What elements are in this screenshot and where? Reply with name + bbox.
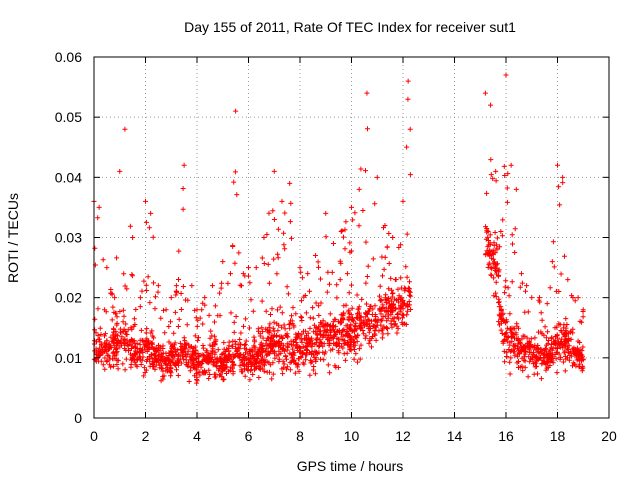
- peak-point: [488, 102, 494, 108]
- peak-point: [493, 168, 499, 174]
- chart-title: Day 155 of 2011, Rate Of TEC Index for r…: [184, 19, 516, 35]
- peak-point: [565, 277, 571, 283]
- y-tick-label: 0.03: [55, 230, 82, 246]
- peak-point: [168, 295, 174, 301]
- roti-series-points: [91, 96, 586, 386]
- y-tick-label: 0.06: [55, 49, 82, 65]
- peak-point: [374, 174, 380, 180]
- x-tick-label: 10: [344, 428, 360, 444]
- peak-point: [513, 186, 519, 192]
- peak-point: [524, 283, 530, 289]
- peak-point: [536, 295, 542, 301]
- peak-point: [544, 301, 550, 307]
- peak-point: [312, 253, 318, 259]
- peak-point: [181, 162, 187, 168]
- peak-point: [253, 265, 259, 271]
- peak-point: [364, 90, 370, 96]
- peak-point: [117, 168, 123, 174]
- peak-point: [137, 295, 143, 301]
- peak-point: [233, 108, 239, 114]
- peak-point: [112, 295, 118, 301]
- peak-point: [194, 307, 200, 313]
- peak-point: [202, 295, 208, 301]
- peak-point: [498, 228, 504, 234]
- peak-point: [173, 283, 179, 289]
- peak-point: [287, 180, 293, 186]
- peak-point: [305, 271, 311, 277]
- y-tick-label: 0.01: [55, 350, 82, 366]
- y-tick-label: 0.04: [55, 169, 82, 185]
- peak-point: [503, 72, 509, 78]
- y-tick-label: 0: [74, 410, 82, 426]
- peak-point: [209, 283, 215, 289]
- peak-point: [400, 198, 406, 204]
- x-tick-label: 20: [601, 428, 617, 444]
- x-tick-label: 18: [550, 428, 566, 444]
- peak-point: [148, 210, 154, 216]
- peak-point: [529, 295, 535, 301]
- peak-point: [246, 265, 251, 271]
- y-axis-label: ROTI / TECUs: [5, 193, 21, 283]
- peak-point: [356, 186, 362, 192]
- y-tick-label: 0.05: [55, 109, 82, 125]
- x-tick-label: 2: [142, 428, 150, 444]
- peak-point: [122, 126, 128, 132]
- peak-point: [261, 235, 267, 240]
- x-tick-label: 12: [395, 428, 411, 444]
- peak-point: [155, 283, 161, 289]
- peak-point: [555, 162, 560, 168]
- peak-point: [390, 235, 396, 240]
- x-tick-label: 4: [193, 428, 201, 444]
- peak-point: [482, 90, 488, 96]
- peak-point: [297, 265, 303, 271]
- peak-point: [560, 174, 566, 180]
- x-tick-label: 16: [498, 428, 514, 444]
- x-tick-label: 0: [90, 428, 98, 444]
- peak-point: [508, 162, 514, 168]
- peak-point: [405, 78, 411, 84]
- peak-point: [575, 295, 581, 301]
- peak-point: [96, 204, 102, 210]
- peak-point: [330, 241, 336, 247]
- x-tick-label: 6: [245, 428, 253, 444]
- peak-point: [130, 235, 136, 240]
- peak-point: [227, 271, 233, 277]
- peak-point: [338, 228, 344, 234]
- y-tick-label: 0.02: [55, 290, 82, 306]
- peak-point: [549, 259, 555, 265]
- peak-point: [323, 210, 329, 216]
- peak-point: [518, 271, 524, 277]
- peak-point: [220, 259, 226, 265]
- x-axis-label: GPS time / hours: [297, 458, 404, 474]
- peak-point: [279, 198, 285, 204]
- peak-point: [271, 168, 277, 174]
- x-tick-label: 8: [296, 428, 304, 444]
- peak-point: [143, 198, 148, 204]
- grid-lines: [94, 57, 609, 418]
- peak-point: [163, 307, 169, 313]
- peak-point: [104, 265, 110, 271]
- axis-ticks: 0 2 4 6 8 10 12 14 16 18 20 0 0.01 0.02 0.03 0.04 0.05 0.…: [55, 49, 617, 444]
- x-tick-label: 14: [447, 428, 463, 444]
- peak-point: [349, 204, 354, 210]
- peak-point: [189, 283, 195, 289]
- data-points: [91, 72, 586, 386]
